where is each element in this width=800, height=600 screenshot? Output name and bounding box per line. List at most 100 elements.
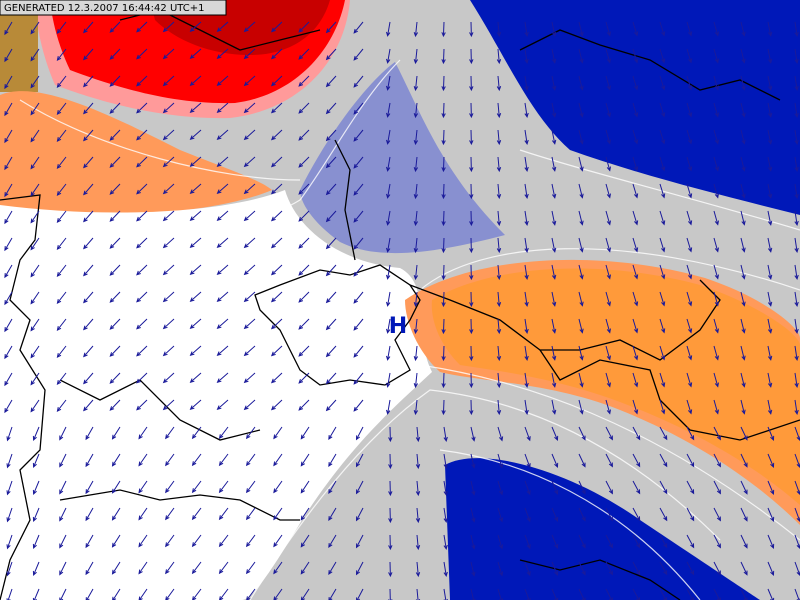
wind-arrow	[524, 237, 529, 253]
wind-arrow	[353, 372, 364, 385]
wind-arrow	[659, 75, 666, 91]
wind-arrow	[441, 183, 446, 200]
wind-arrow	[386, 264, 391, 280]
wind-arrow	[686, 372, 693, 388]
wind-arrow	[605, 183, 611, 199]
wind-arrow	[659, 237, 666, 253]
wind-arrow	[740, 507, 748, 522]
wind-arrow	[245, 507, 256, 521]
wind-arrow	[4, 318, 13, 333]
wind-arrow	[56, 129, 67, 142]
wind-arrow	[298, 48, 310, 60]
wind-arrow	[713, 345, 719, 361]
wind-arrow	[273, 426, 283, 440]
wind-arrow	[300, 507, 310, 521]
wind-arrow	[388, 480, 393, 497]
wind-arrow	[659, 453, 668, 468]
wind-arrow	[578, 534, 586, 549]
wind-arrow	[713, 264, 719, 280]
wind-arrow	[413, 372, 419, 389]
wind-arrow	[605, 480, 613, 495]
wind-arrow	[328, 480, 337, 495]
wind-arrow	[298, 345, 310, 357]
wind-arrow	[136, 264, 148, 276]
wind-arrow	[109, 318, 121, 330]
wind-arrow	[83, 291, 94, 304]
wind-arrow	[659, 264, 666, 280]
wind-arrow	[686, 318, 693, 334]
wind-arrow	[632, 534, 641, 549]
wind-arrow	[551, 345, 557, 361]
wind-arrow	[243, 48, 256, 60]
lavender-region	[300, 62, 505, 254]
wind-arrow	[713, 129, 719, 145]
wind-arrow	[56, 102, 67, 115]
wind-arrow	[469, 210, 474, 227]
wind-arrow	[713, 210, 719, 226]
wind-arrow	[413, 291, 419, 308]
wind-arrow	[413, 156, 419, 173]
wind-arrow	[578, 372, 584, 388]
wind-arrow	[578, 507, 586, 522]
wind-arrow	[298, 21, 310, 33]
wind-arrow	[30, 21, 40, 35]
wind-arrow	[243, 291, 256, 303]
wind-arrow	[353, 48, 364, 61]
wind-arrow	[794, 372, 799, 388]
wind-arrow	[413, 345, 419, 362]
wind-arrow	[270, 399, 283, 411]
wind-arrow	[524, 318, 529, 334]
wind-arrow	[740, 318, 746, 334]
wind-arrow	[470, 534, 476, 550]
wind-arrow	[713, 453, 721, 468]
wind-arrow	[298, 75, 310, 87]
wind-arrow	[109, 345, 121, 357]
wind-arrow	[496, 21, 502, 38]
wind-arrow	[632, 453, 641, 468]
wind-arrow	[659, 507, 668, 522]
wind-arrow	[659, 102, 666, 118]
wind-arrow	[245, 534, 256, 548]
wind-arrow	[713, 318, 719, 334]
wind-arrow	[386, 399, 391, 415]
wind-arrow	[109, 264, 121, 276]
wind-arrow	[219, 588, 229, 600]
wind-arrow	[767, 291, 773, 307]
wind-arrow	[386, 48, 391, 64]
wind-arrow	[56, 156, 67, 169]
wind-arrow	[524, 21, 529, 37]
wind-arrow	[767, 183, 773, 199]
wind-arrow	[686, 75, 693, 91]
wind-arrow	[740, 264, 746, 280]
wind-arrow	[469, 102, 474, 119]
wind-arrow	[470, 561, 476, 577]
wind-arrow	[4, 48, 13, 63]
wind-arrow	[30, 102, 40, 116]
wind-arrow	[216, 48, 229, 60]
wind-arrow	[496, 264, 502, 281]
wind-arrow	[524, 210, 529, 226]
wind-arrow	[740, 156, 746, 172]
white-region	[0, 190, 432, 600]
wind-arrow	[136, 48, 148, 60]
wind-arrow	[325, 102, 337, 115]
wind-arrow	[109, 156, 121, 168]
wind-arrow	[388, 507, 393, 524]
wind-arrow	[686, 534, 695, 549]
wind-arrow	[415, 561, 421, 578]
wind-arrow	[767, 21, 773, 37]
wind-arrow	[605, 318, 611, 334]
wind-arrow	[325, 318, 337, 331]
wind-arrow	[659, 399, 666, 415]
wind-arrow	[441, 102, 446, 119]
wind-arrow	[353, 210, 364, 223]
wind-arrow	[328, 561, 337, 576]
wind-arrow	[470, 507, 476, 523]
wind-arrow	[605, 48, 611, 64]
wind-arrow	[469, 48, 474, 65]
wind-arrow	[59, 426, 67, 441]
wind-arrow	[56, 75, 67, 88]
wind-arrow	[524, 399, 529, 415]
wind-arrow	[136, 399, 148, 411]
wind-arrow	[136, 372, 148, 384]
